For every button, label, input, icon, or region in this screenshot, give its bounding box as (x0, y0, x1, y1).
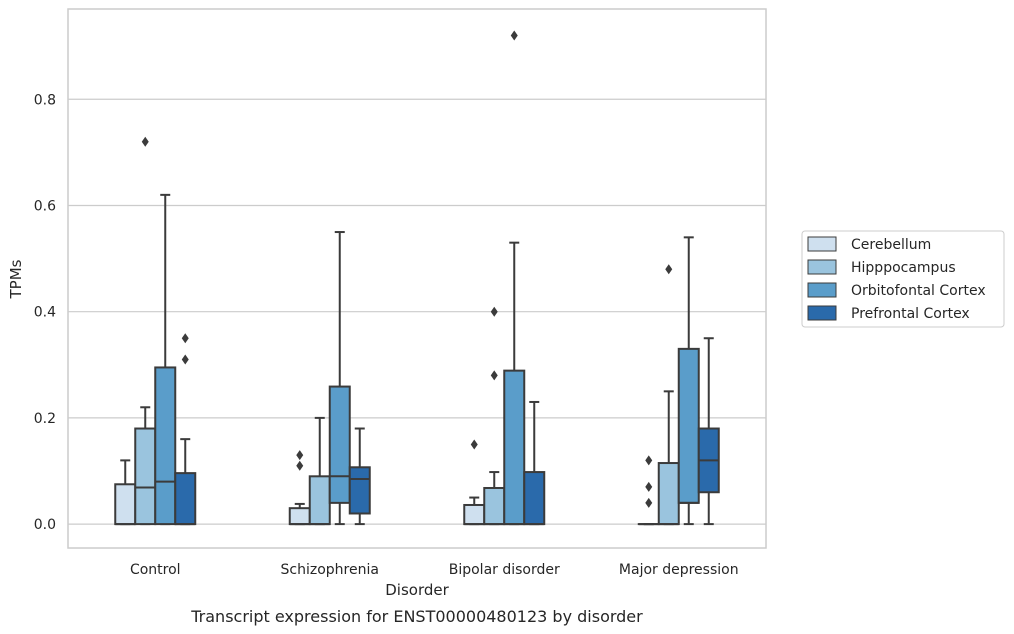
box-body (657, 462, 680, 526)
legend-swatch (807, 259, 837, 275)
y-tick-label: 0.4 (34, 305, 56, 321)
outlier-point (645, 497, 653, 508)
x-axis-title: Disorder (385, 581, 449, 599)
box-group (523, 400, 546, 526)
plot-frame (67, 8, 767, 549)
x-axis-ticks: Control Schizophrenia Bipolar disorder Majo… (130, 562, 739, 578)
box-group (288, 450, 311, 526)
outlier-point (645, 455, 653, 466)
box-group (483, 306, 506, 526)
box-body (348, 466, 371, 515)
box-group (697, 337, 720, 526)
box-body (463, 503, 486, 526)
box-group (134, 136, 157, 526)
legend-swatch (807, 282, 837, 298)
box-group (348, 427, 371, 526)
legend-label: Cerebellum (851, 237, 931, 253)
outlier-point (665, 264, 673, 275)
box-body (134, 427, 157, 526)
y-axis-title: TPMs (7, 259, 25, 299)
box-group (328, 231, 351, 526)
outlier-point (141, 136, 149, 147)
y-axis-ticks: 0.0 0.2 0.4 0.6 0.8 (34, 92, 56, 533)
y-tick-label: 0.8 (34, 92, 56, 108)
box-body (503, 369, 526, 526)
box-body (483, 486, 506, 526)
legend-frame (801, 230, 1005, 328)
outlier-point (181, 333, 189, 344)
legend-swatch (807, 236, 837, 252)
box-group (503, 30, 526, 526)
box-group (657, 264, 680, 526)
x-tick-label: Major depression (619, 562, 739, 578)
outlier-point (510, 30, 518, 41)
y-tick-label: 0.2 (34, 411, 56, 427)
x-tick-label: Bipolar disorder (449, 562, 560, 578)
outlier-point (181, 354, 189, 365)
outlier-point (490, 370, 498, 381)
box-group (677, 236, 700, 526)
box-body (308, 475, 331, 526)
outlier-point (296, 460, 304, 471)
legend-label: Orbitofontal Cortex (851, 283, 986, 299)
box-group (114, 459, 137, 526)
box-body (288, 507, 311, 526)
x-tick-label: Control (130, 562, 181, 578)
x-tick-label: Schizophrenia (281, 562, 379, 578)
box-body (328, 385, 351, 504)
legend-swatch (807, 305, 837, 321)
box-group (463, 439, 486, 526)
outlier-point (490, 306, 498, 317)
box-body (523, 471, 546, 526)
box-body (677, 347, 700, 504)
box-group (308, 416, 331, 526)
box-group (154, 193, 177, 526)
box-group (637, 455, 660, 526)
legend-label: Prefrontal Cortex (851, 306, 970, 322)
box-layer (114, 30, 720, 526)
y-tick-label: 0.6 (34, 198, 56, 214)
legend: Cerebellum Hipppocampus Orbitofontal Corte… (801, 230, 1005, 328)
legend-label: Hipppocampus (851, 260, 956, 276)
outlier-point (296, 450, 304, 461)
outlier-point (470, 439, 478, 450)
box-group (174, 333, 197, 526)
box-body (154, 366, 177, 526)
box-body (114, 483, 137, 526)
outlier-point (645, 481, 653, 492)
y-tick-label: 0.0 (34, 517, 56, 533)
box-body (174, 472, 197, 526)
figure-caption: Transcript expression for ENST0000048012… (190, 607, 643, 626)
